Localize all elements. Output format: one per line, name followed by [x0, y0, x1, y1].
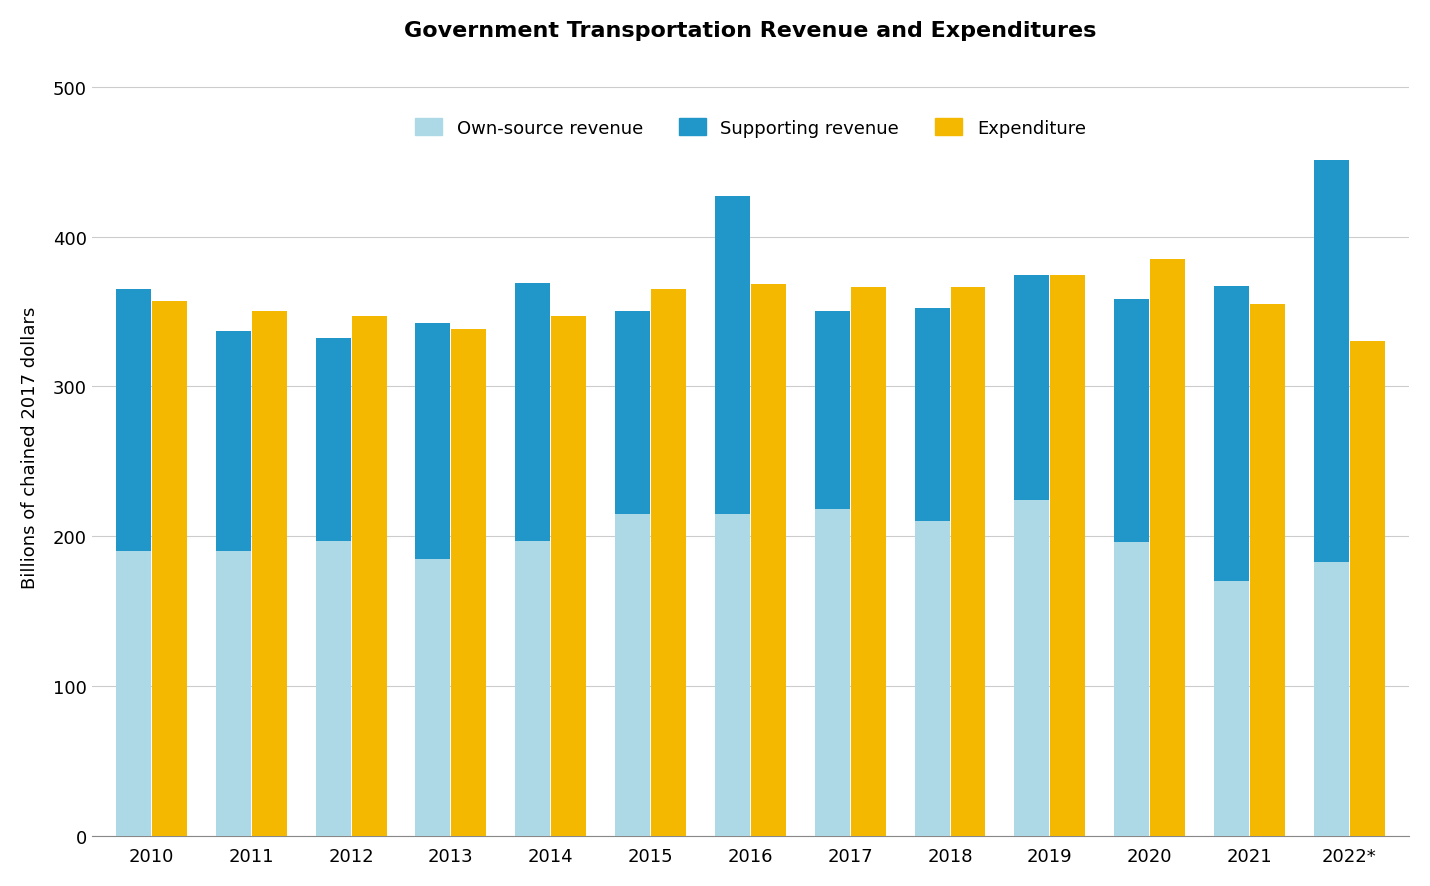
Bar [252, 312, 287, 836]
Bar [216, 331, 250, 552]
Bar [1214, 581, 1248, 836]
Bar [615, 312, 651, 514]
Bar [416, 559, 450, 836]
Bar [951, 288, 985, 836]
Bar [352, 316, 386, 836]
Bar [1014, 276, 1050, 501]
Bar [1314, 161, 1348, 562]
Bar [715, 197, 749, 514]
Bar [1314, 562, 1348, 836]
Bar [216, 552, 250, 836]
Bar [915, 522, 950, 836]
Y-axis label: Billions of chained 2017 dollars: Billions of chained 2017 dollars [21, 306, 39, 588]
Bar [116, 552, 152, 836]
Legend: Own-source revenue, Supporting revenue, Expenditure: Own-source revenue, Supporting revenue, … [408, 113, 1093, 144]
Bar [316, 339, 350, 541]
Bar [715, 514, 749, 836]
Bar [1214, 287, 1248, 581]
Bar [1114, 542, 1150, 836]
Bar [615, 514, 651, 836]
Bar [1014, 501, 1050, 836]
Bar [452, 330, 486, 836]
Bar [915, 309, 950, 522]
Bar [1250, 305, 1286, 836]
Bar [651, 290, 686, 836]
Bar [1050, 276, 1085, 836]
Bar [851, 288, 885, 836]
Bar [551, 316, 586, 836]
Bar [515, 541, 551, 836]
Bar [1350, 342, 1384, 836]
Bar [416, 324, 450, 559]
Bar [815, 509, 849, 836]
Title: Government Transportation Revenue and Expenditures: Government Transportation Revenue and Ex… [405, 20, 1097, 41]
Bar [1114, 300, 1150, 542]
Bar [116, 290, 152, 552]
Bar [152, 301, 187, 836]
Bar [316, 541, 350, 836]
Bar [751, 285, 786, 836]
Bar [515, 284, 551, 541]
Bar [815, 312, 849, 509]
Bar [1150, 260, 1185, 836]
